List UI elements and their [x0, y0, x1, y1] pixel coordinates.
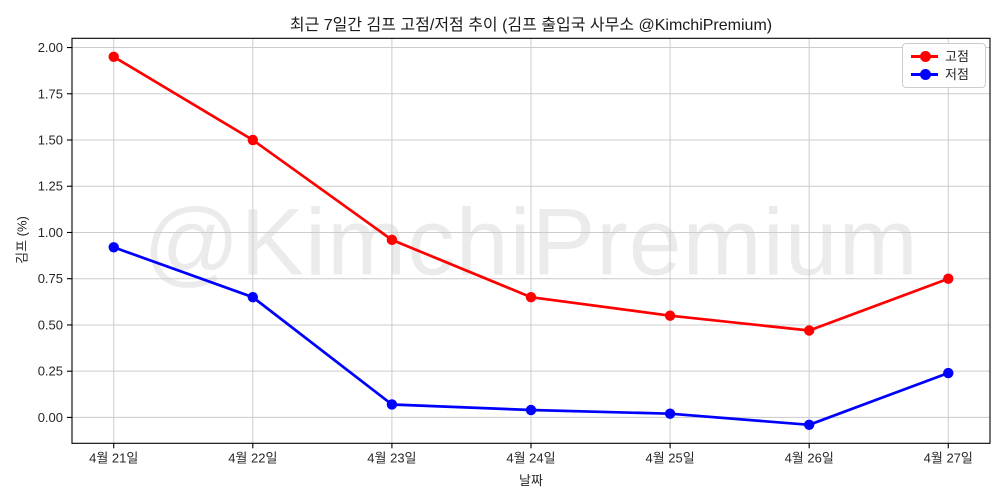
- legend: 고점 저점: [902, 43, 986, 88]
- y-tick-label: 1.25: [38, 179, 63, 194]
- low-series-point: [386, 399, 398, 410]
- y-tick-label: 0.75: [38, 271, 63, 286]
- x-tick-label: 4월 27일: [924, 450, 973, 465]
- high-series-point: [803, 325, 815, 336]
- high-series-point: [525, 292, 537, 303]
- y-tick-label: 1.00: [38, 225, 63, 240]
- low-series-point: [247, 292, 259, 303]
- low-series: [108, 242, 954, 431]
- low-series-point: [525, 404, 537, 416]
- legend-item-high: 고점: [911, 50, 977, 63]
- x-tick-label: 4월 25일: [645, 450, 694, 465]
- x-tick-label: 4월 21일: [89, 450, 138, 465]
- high-series-point: [943, 273, 954, 284]
- y-tick-label: 2.00: [38, 40, 63, 55]
- x-tick-label: 4월 22일: [228, 450, 277, 465]
- y-tick-label: 0.00: [38, 410, 63, 425]
- x-tick-label: 4월 26일: [785, 450, 834, 465]
- legend-label-high: 고점: [945, 49, 969, 64]
- x-tick-label: 4월 24일: [506, 450, 555, 465]
- x-axis-label: 날짜: [519, 473, 543, 488]
- axis-ticks: 0.00 0.25 0.50 0.75 1.00 1.25 1.50 1.75 2.00 4월 2…: [38, 40, 973, 465]
- y-tick-label: 1.75: [38, 86, 63, 101]
- gridlines: [72, 38, 990, 444]
- high-series-point: [247, 134, 259, 146]
- y-tick-label: 0.50: [38, 317, 63, 332]
- high-series: [108, 51, 954, 336]
- y-axis-label: 김프 (%): [14, 216, 30, 264]
- low-series-point: [943, 367, 954, 379]
- low-series-point: [803, 419, 815, 431]
- low-series-marker-icon: [911, 69, 938, 80]
- chart-title: 최근 7일간 김프 고점/저점 추이 (김프 출입국 사무소 @KimchiPr…: [289, 17, 773, 34]
- legend-item-low: 저점: [911, 68, 977, 81]
- high-series-marker-icon: [911, 51, 938, 62]
- high-series-point: [108, 51, 119, 62]
- low-series-point: [108, 242, 119, 253]
- high-series-point: [664, 310, 676, 321]
- y-tick-label: 1.50: [38, 133, 63, 148]
- legend-label-low: 저점: [945, 67, 969, 82]
- y-tick-label: 0.25: [38, 364, 63, 379]
- high-series-point: [386, 234, 398, 246]
- x-tick-label: 4월 23일: [367, 450, 416, 465]
- low-series-point: [664, 408, 676, 419]
